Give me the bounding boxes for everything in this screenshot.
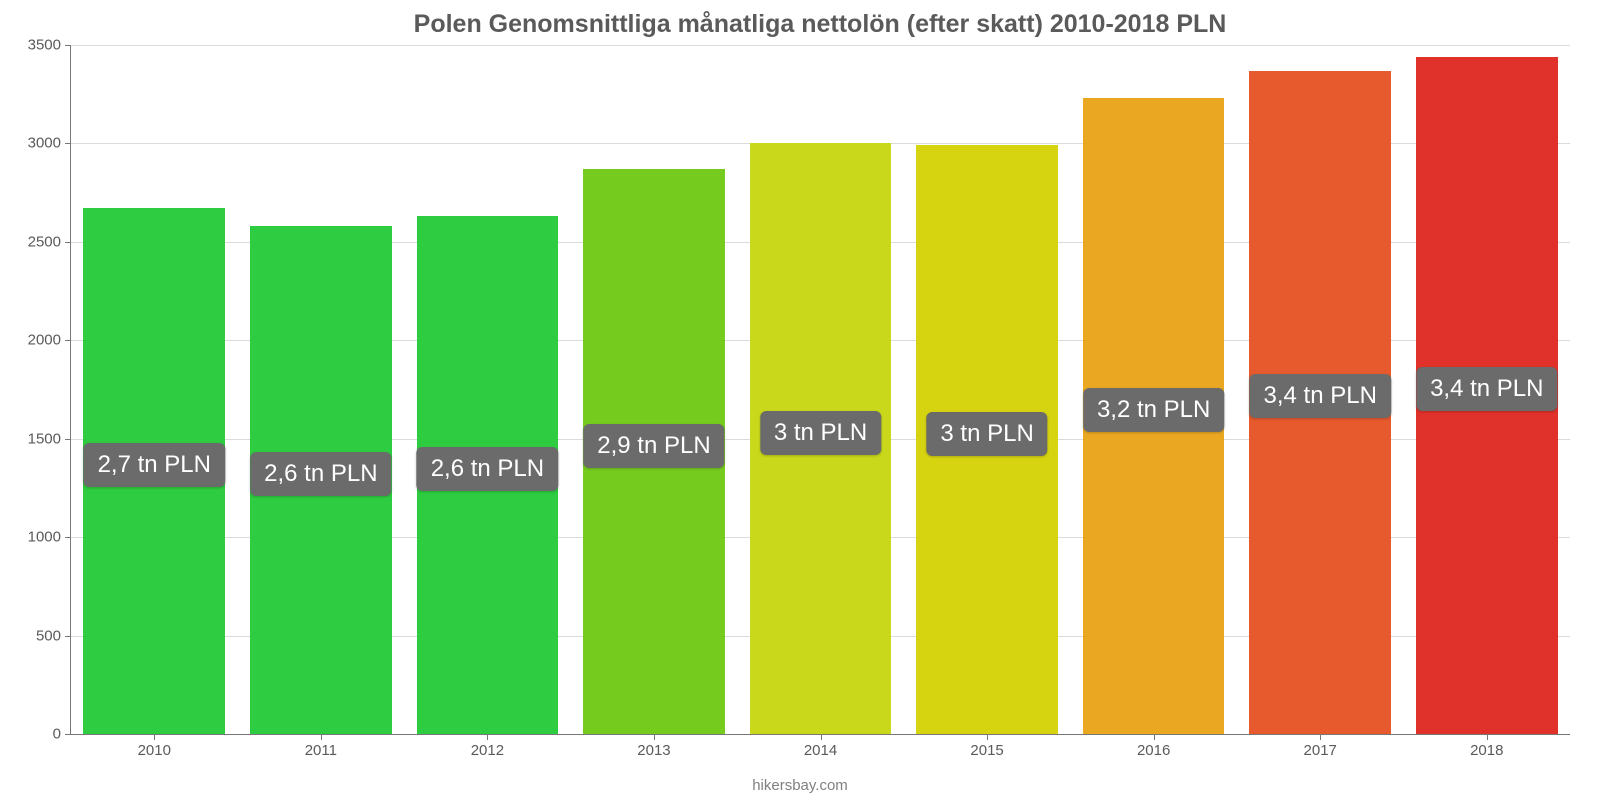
bar-slot: 3,4 tn PLN2017 [1237, 45, 1404, 734]
bar-value-label: 2,9 tn PLN [583, 424, 724, 468]
bar-value-label: 3,4 tn PLN [1250, 374, 1391, 418]
x-tick-label: 2015 [970, 742, 1003, 759]
bar-slot: 3 tn PLN2014 [737, 45, 904, 734]
x-tick-label: 2012 [471, 742, 504, 759]
y-tick-label: 0 [53, 726, 71, 743]
x-tickmark [321, 734, 322, 740]
bar-slot: 2,9 tn PLN2013 [571, 45, 738, 734]
bar-slot: 2,6 tn PLN2012 [404, 45, 571, 734]
y-tick-label: 2500 [28, 233, 71, 250]
x-tickmark [1487, 734, 1488, 740]
y-tick-label: 2000 [28, 332, 71, 349]
x-tickmark [154, 734, 155, 740]
x-tickmark [1154, 734, 1155, 740]
bar-slot: 2,6 tn PLN2011 [238, 45, 405, 734]
x-tick-label: 2011 [305, 742, 337, 759]
bar: 2,6 tn PLN [250, 226, 392, 734]
bar: 3 tn PLN [916, 145, 1058, 734]
bars-container: 2,7 tn PLN20102,6 tn PLN20112,6 tn PLN20… [71, 45, 1570, 734]
y-tick-label: 1000 [28, 529, 71, 546]
bar: 2,7 tn PLN [83, 208, 225, 734]
y-tick-label: 3000 [28, 135, 71, 152]
x-tickmark [487, 734, 488, 740]
bar-value-label: 2,6 tn PLN [250, 452, 391, 496]
bar: 3,4 tn PLN [1416, 57, 1558, 734]
y-tick-label: 500 [36, 627, 71, 644]
bar-value-label: 2,7 tn PLN [84, 443, 225, 487]
bar-value-label: 3 tn PLN [926, 412, 1047, 456]
y-tick-label: 3500 [28, 37, 71, 54]
x-tick-label: 2017 [1304, 742, 1337, 759]
x-tick-label: 2010 [138, 742, 171, 759]
x-tickmark [987, 734, 988, 740]
plot-area: 0500100015002000250030003500 2,7 tn PLN2… [70, 45, 1570, 735]
bar-value-label: 2,6 tn PLN [417, 447, 558, 491]
x-tick-label: 2013 [637, 742, 670, 759]
x-tickmark [821, 734, 822, 740]
chart-footer: hikersbay.com [0, 777, 1600, 794]
chart-title: Polen Genomsnittliga månatliga nettolön … [70, 10, 1570, 39]
x-tickmark [654, 734, 655, 740]
bar-chart: Polen Genomsnittliga månatliga nettolön … [0, 0, 1600, 800]
x-tick-label: 2016 [1137, 742, 1170, 759]
bar: 3,4 tn PLN [1249, 71, 1391, 734]
y-tick-label: 1500 [28, 430, 71, 447]
bar-value-label: 3 tn PLN [760, 411, 881, 455]
bar-value-label: 3,4 tn PLN [1416, 367, 1557, 411]
bar-value-label: 3,2 tn PLN [1083, 388, 1224, 432]
bar-slot: 2,7 tn PLN2010 [71, 45, 238, 734]
bar: 2,6 tn PLN [417, 216, 559, 734]
bar: 3 tn PLN [750, 143, 892, 734]
bar: 3,2 tn PLN [1083, 98, 1225, 734]
x-tick-label: 2018 [1470, 742, 1503, 759]
bar: 2,9 tn PLN [583, 169, 725, 734]
x-tick-label: 2014 [804, 742, 837, 759]
x-tickmark [1320, 734, 1321, 740]
bar-slot: 3 tn PLN2015 [904, 45, 1071, 734]
bar-slot: 3,2 tn PLN2016 [1070, 45, 1237, 734]
bar-slot: 3,4 tn PLN2018 [1404, 45, 1571, 734]
